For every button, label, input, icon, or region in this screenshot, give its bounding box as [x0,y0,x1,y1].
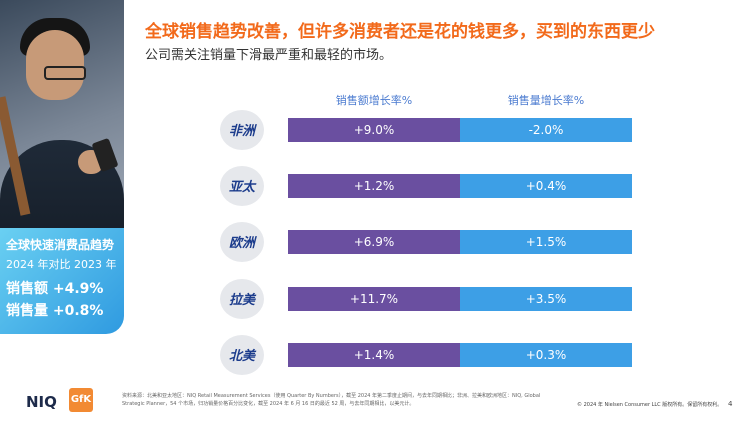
value-label-1: +1.2% [354,179,395,193]
region-map-1 [220,166,264,206]
page-number: 4 [728,400,733,408]
global-trend-callout: 全球快速消费品趋势 2024 年对比 2023 年 销售额 +4.9% 销售量 … [0,228,124,334]
column-header-1: 销售量增长率% [508,93,584,107]
region-map-2 [220,222,264,262]
region-label-0: 非洲 [229,123,257,139]
callout-period: 2024 年对比 2023 年 [6,258,117,271]
volume-label-3: +3.5% [526,292,567,306]
value-label-0: +9.0% [354,123,395,137]
region-label-2: 欧洲 [229,235,257,251]
volume-label-4: +0.3% [526,348,567,362]
volume-bar-2 [460,230,632,254]
value-bar-2 [288,230,460,254]
niq-logo: NIQ [26,393,57,411]
region-label-3: 拉美 [229,292,257,308]
value-bar-3 [288,287,460,311]
source-footnote: 资料来源：北美和亚太地区：NIQ Retail Measurement Serv… [122,393,541,407]
callout-sales-value: 销售额 +4.9% [6,281,104,297]
value-label-4: +1.4% [354,348,395,362]
value-bar-0 [288,118,460,142]
page-subtitle: 公司需关注销量下滑最严重和最轻的市场。 [145,48,393,63]
volume-bar-1 [460,174,632,198]
region-map-0 [220,110,264,150]
callout-sales-volume: 销售量 +0.8% [6,303,104,319]
region-map-3 [220,279,264,319]
region-map-4 [220,335,264,375]
volume-bar-3 [460,287,632,311]
value-label-3: +11.7% [350,292,398,306]
region-label-1: 亚太 [229,179,257,195]
volume-label-1: +0.4% [526,179,567,193]
photo-head [26,30,84,100]
volume-label-0: -2.0% [529,123,564,137]
volume-bar-4 [460,343,632,367]
value-bar-1 [288,174,460,198]
page-title: 全球销售趋势改善，但许多消费者还是花的钱更多，买到的东西更少 [145,22,655,42]
value-bar-4 [288,343,460,367]
photo-glasses [44,66,86,80]
volume-bar-0 [460,118,632,142]
value-label-2: +6.9% [354,235,395,249]
copyright-notice: © 2024 年 Nielsen Consumer LLC 版权所有。保留所有权… [577,402,723,408]
gfk-logo: GfK [69,388,93,412]
region-label-4: 北美 [229,348,257,364]
callout-title: 全球快速消费品趋势 [6,238,115,252]
volume-label-2: +1.5% [526,235,567,249]
column-header-0: 销售额增长率% [336,93,412,107]
